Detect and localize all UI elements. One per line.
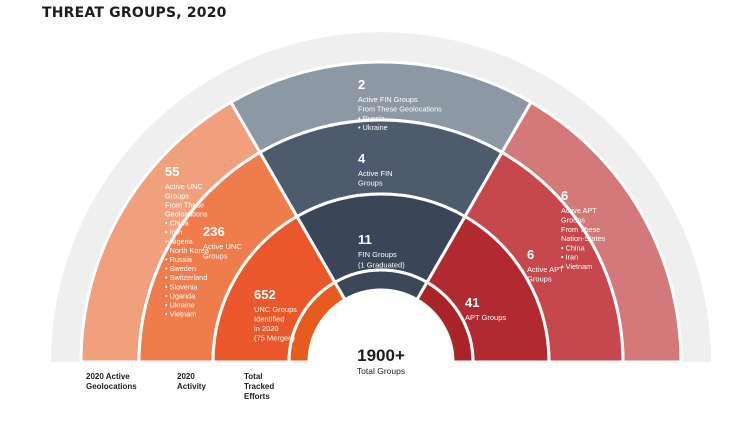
ring-label-activity: 2020 Activity <box>177 372 206 392</box>
inner-fin-label: FIN <box>373 294 388 304</box>
outer-unc-text: 55 Active UNC Groups From These Geolocations… <box>165 164 210 319</box>
center-circle <box>309 290 453 362</box>
center-label: Total Groups <box>357 366 405 376</box>
center-number: 1900+ <box>357 346 405 365</box>
activity-unc-text: 236 Active UNC Groups <box>203 224 242 261</box>
ring-label-line: Geolocations <box>86 382 137 391</box>
page-title: THREAT GROUPS, 2020 <box>42 5 227 21</box>
outer-fin-text: 2 Active FIN Groups From These Geolocation… <box>358 77 442 132</box>
ring-label-line: Efforts <box>244 392 270 401</box>
outer-apt-text: 6 Active APT Groups From These Nation-States… <box>561 188 606 271</box>
ring-label-line: 2020 <box>177 372 195 381</box>
activity-fin-text: 4 Active FIN Groups <box>358 151 393 188</box>
tracked-apt-text: 41 APT Groups <box>465 295 506 322</box>
ring-label-tracked: Total Tracked Efforts <box>244 372 274 402</box>
tracked-fin-text: 11 FIN Groups (1 Graduated) <box>358 232 405 270</box>
ring-label-geolocations: 2020 Active Geolocations <box>86 372 137 392</box>
ring-label-line: Total <box>244 372 263 381</box>
ring-label-line: Activity <box>177 382 206 391</box>
ring-label-line: Tracked <box>244 382 275 391</box>
activity-apt-text: 6 Active APT Groups <box>527 247 564 284</box>
tracked-unc-text: 652 UNC Groups Identified in 2020 (75 Merged… <box>254 287 297 342</box>
ring-label-line: 2020 Active <box>86 372 130 381</box>
